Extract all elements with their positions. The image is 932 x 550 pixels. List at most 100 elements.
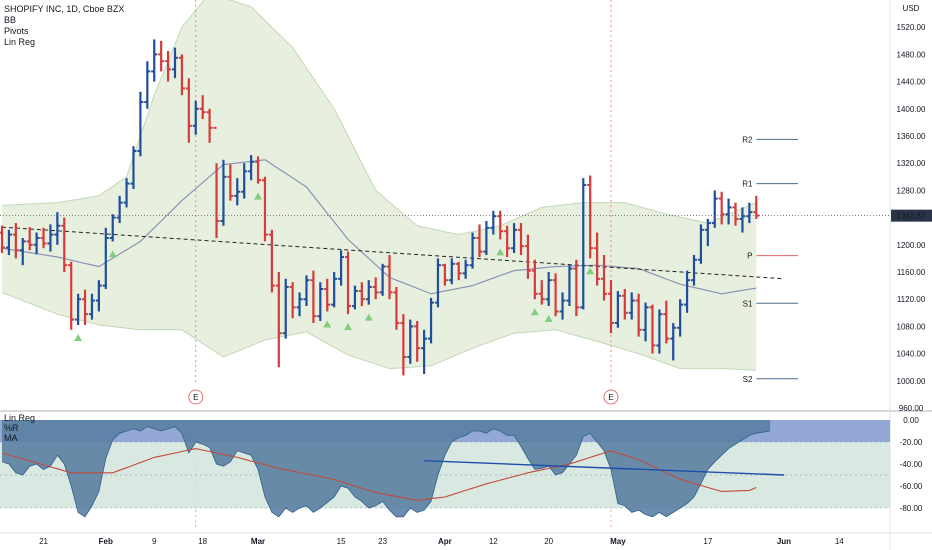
price-tick-label: 1200.00 [897,241,926,250]
price-tick-label: 1360.00 [897,132,926,141]
price-bar [704,218,711,247]
time-tick-label: 9 [152,537,157,546]
price-bar [670,323,677,361]
price-tick-label: 1400.00 [897,105,926,114]
price-bar [441,263,448,286]
time-tick-label: Jun [777,537,791,546]
price-bar [614,291,621,328]
price-bar [607,280,614,334]
price-bar [580,178,587,310]
price-bar [559,292,566,320]
time-tick-label: 18 [198,537,207,546]
price-bar [248,155,255,181]
price-bar [338,250,345,286]
price-bar [697,224,704,264]
buy-signal-triangle [344,323,352,331]
legend-bb[interactable]: BB [4,15,17,25]
price-bar [642,302,649,342]
price-bar [68,261,75,330]
price-bar [524,234,531,279]
price-bar [289,282,296,319]
price-bar [137,91,144,157]
price-bar [255,156,262,184]
time-tick-label: 21 [39,537,48,546]
price-bar [303,275,310,306]
buy-signal-triangle [323,320,332,328]
price-bar [538,280,545,305]
legend-linreg-lower[interactable]: Lin Reg [4,413,36,423]
price-bar [19,238,26,266]
time-tick-label: 12 [489,537,498,546]
current-price-label: 1242.87 [897,212,926,221]
pivot-label-s1: S1 [743,299,753,308]
price-bar [462,259,469,279]
legend-linreg[interactable]: Lin Reg [4,37,36,47]
price-bar [144,61,151,109]
price-bar [165,51,172,82]
price-bar [711,190,718,228]
legend-pivots[interactable]: Pivots [4,26,29,36]
price-bar [725,198,732,225]
oscillator-trend-line [424,460,784,476]
price-bar [365,280,372,305]
price-bar [199,95,206,119]
price-bar [54,212,61,245]
price-bar [511,223,518,253]
price-bar [324,278,331,312]
price-bar [649,304,656,354]
oscillator-tick-label: -60.00 [900,482,923,491]
time-tick-label: 17 [703,537,712,546]
price-bar [192,100,199,135]
bollinger-basis-line [1,159,757,295]
price-bar [531,259,538,300]
time-tick-label: 20 [544,537,553,546]
main-legend: SHOPIFY INC, 1D, Cboe BZX BB Pivots Lin … [4,4,124,48]
price-bar [684,270,691,313]
price-bar [109,214,116,242]
moving-average-line [1,448,757,501]
price-tick-label: 1160.00 [897,268,926,277]
chart-title[interactable]: SHOPIFY INC, 1D, Cboe BZX [4,4,125,14]
price-bar [414,320,421,362]
bollinger-band-fill [2,0,757,371]
time-tick-label: 14 [835,537,844,546]
price-bar [275,272,282,368]
current-price-badge [891,209,932,222]
price-bar [663,300,670,344]
price-bar [434,258,441,308]
earnings-marker-1 [603,389,619,405]
price-bar [504,225,511,258]
price-bar [296,292,303,317]
price-bar [518,223,524,255]
price-bar [545,272,552,306]
pivot-label-s2: S2 [743,375,753,384]
buy-signal-triangle [496,248,505,256]
price-bar [677,299,684,337]
legend-ma[interactable]: MA [4,433,18,443]
price-bar [220,159,227,226]
time-tick-label: May [610,537,626,546]
price-bar [102,227,109,289]
buy-signal-triangle [364,313,373,321]
price-bar [351,285,358,310]
price-tick-label: 1320.00 [897,159,926,168]
price-bar [331,272,338,308]
price-bar [732,202,739,226]
time-tick-label: Mar [251,537,265,546]
currency-label: USD [903,4,920,13]
price-bar [26,227,33,251]
legend-williams-r[interactable]: %R [4,423,19,433]
price-bar [261,176,268,242]
price-bar [178,54,185,96]
price-bar [407,319,414,364]
price-bar [206,108,213,143]
price-bar [601,255,608,301]
price-bar [33,232,40,255]
oscillator-tick-label: -20.00 [900,438,923,447]
price-bar [130,146,137,190]
oscillator-tick-label: -80.00 [900,504,923,513]
price-bar [448,258,455,285]
price-bar [691,255,697,286]
price-tick-label: 1280.00 [897,186,926,195]
